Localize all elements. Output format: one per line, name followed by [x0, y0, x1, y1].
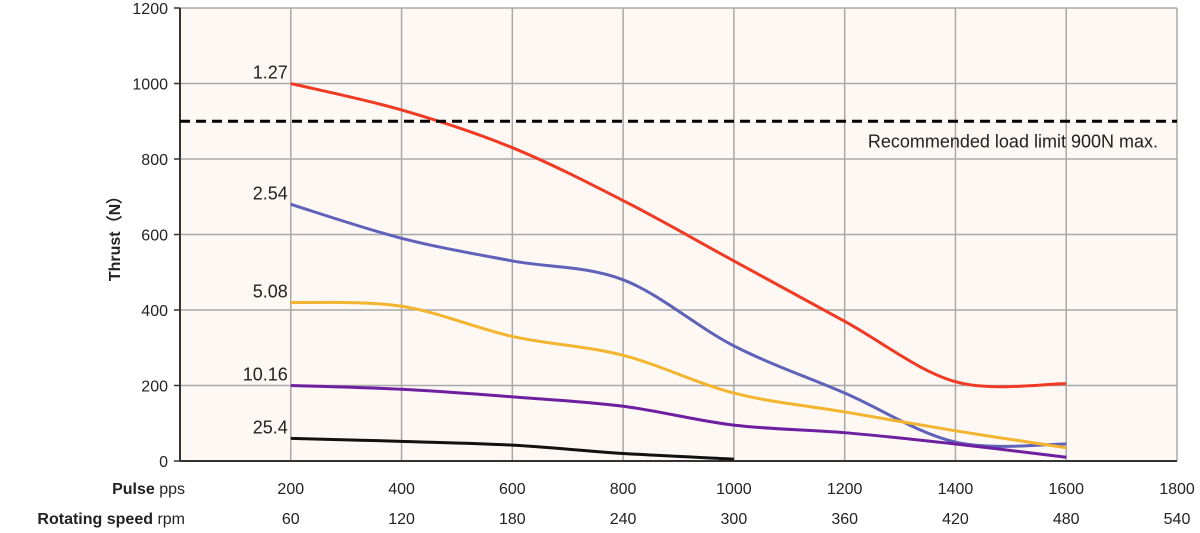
x-tick-label-speed: 180	[499, 511, 526, 528]
y-tick-label: 1000	[132, 77, 168, 94]
x-tick-label-speed: 360	[831, 511, 858, 528]
x-tick-label-pulse: 1800	[1159, 481, 1195, 498]
y-axis-ticks: 0 200 400 600 800 1000 1200	[132, 1, 180, 471]
pulse-unit: pps	[159, 481, 185, 498]
x-tick-label-speed: 540	[1164, 511, 1191, 528]
x-tick-label-speed: 60	[282, 511, 300, 528]
series-label-1-27: 1.27	[253, 63, 288, 83]
reference-line-label: Recommended load limit 900N max.	[868, 131, 1158, 151]
x-tick-label-speed: 480	[1053, 511, 1080, 528]
y-tick-label: 400	[141, 303, 168, 320]
x-tick-label-pulse: 1400	[938, 481, 974, 498]
x-tick-label-speed: 240	[610, 511, 637, 528]
series-line-10-16	[290, 384, 1067, 459]
pulse-label: Pulse	[112, 481, 155, 498]
x-tick-label-pulse: 800	[610, 481, 637, 498]
y-tick-label: 800	[141, 152, 168, 169]
series-group	[290, 82, 1067, 461]
x-tick-label-pulse: 1600	[1048, 481, 1084, 498]
speed-label: Rotating speed	[37, 511, 153, 528]
series-label-5-08: 5.08	[253, 281, 288, 301]
x-tick-label-pulse: 200	[277, 481, 304, 498]
x-tick-label-pulse: 600	[499, 481, 526, 498]
speed-unit: rpm	[157, 511, 185, 528]
series-line-25-4	[290, 436, 734, 461]
x-axis-pulse-title: Pulse pps	[112, 481, 185, 498]
x-tick-label-speed: 120	[388, 511, 415, 528]
y-tick-label: 200	[141, 379, 168, 396]
reference-line-group: Recommended load limit 900N max.	[180, 119, 1177, 151]
x-tick-label-pulse: 1200	[827, 481, 863, 498]
x-tick-label-speed: 420	[942, 511, 969, 528]
x-tick-label-speed: 300	[721, 511, 748, 528]
x-axis-ticks: 200 60 400 120 600 180 800 240 1000 300 1200 360 140…	[277, 481, 1194, 528]
y-tick-label: 600	[141, 228, 168, 245]
series-labels: 1.27 2.54 5.08 10.16 25.4	[243, 63, 288, 438]
x-axis-speed-title: Rotating speed rpm	[37, 511, 185, 528]
x-tick-label-pulse: 1000	[716, 481, 752, 498]
y-axis-title: Thrust（N）	[106, 188, 124, 281]
y-tick-label: 1200	[132, 1, 168, 18]
x-tick-label-pulse: 400	[388, 481, 415, 498]
series-label-2-54: 2.54	[253, 183, 288, 203]
y-tick-label: 0	[159, 454, 168, 471]
series-label-25-4: 25.4	[253, 417, 288, 437]
series-label-10-16: 10.16	[243, 365, 288, 385]
series-line-2-54	[290, 202, 1067, 448]
series-line-5-08	[290, 300, 1067, 450]
series-line-1-27	[290, 82, 1067, 389]
